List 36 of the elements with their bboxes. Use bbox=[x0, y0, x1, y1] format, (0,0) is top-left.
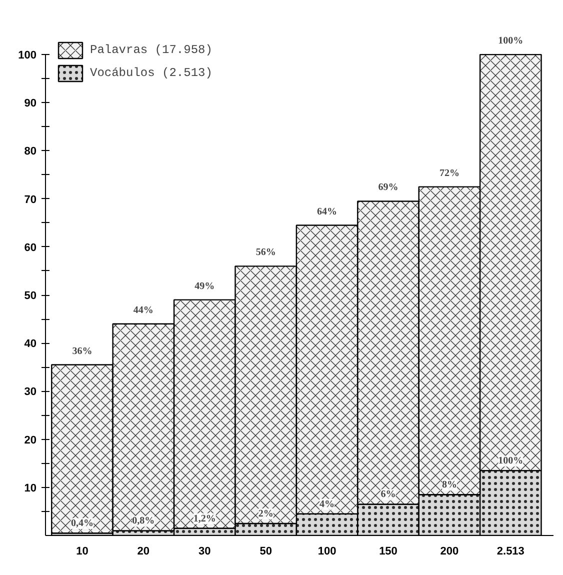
y-tick-label: 100 bbox=[18, 50, 37, 62]
annotation: 100% bbox=[498, 456, 524, 467]
total-label: 72% bbox=[439, 168, 460, 179]
total-label: 69% bbox=[378, 182, 398, 194]
total-label: 36% bbox=[72, 346, 92, 357]
x-tick-label: 30 bbox=[198, 546, 211, 558]
x-tick-label: 100 bbox=[318, 546, 336, 558]
y-tick-label: 80 bbox=[24, 146, 37, 158]
annotation: 2% bbox=[258, 508, 274, 520]
annotation: 8% bbox=[442, 480, 457, 491]
y-tick-label: 90 bbox=[24, 98, 37, 110]
total-label: 49% bbox=[194, 280, 215, 292]
annotation: 4% bbox=[320, 498, 335, 510]
annotation: 1,2% bbox=[193, 513, 216, 524]
x-tick-label: 10 bbox=[76, 546, 88, 558]
total-label: 56% bbox=[256, 247, 276, 258]
y-tick-label: 70 bbox=[24, 194, 37, 206]
y-tick-label: 60 bbox=[24, 242, 37, 254]
x-tick-label: 200 bbox=[440, 546, 459, 558]
annotation: 6% bbox=[380, 489, 396, 500]
annotation: 0,8% bbox=[132, 516, 155, 527]
y-tick-label: 50 bbox=[24, 290, 37, 302]
total-label: 64% bbox=[317, 206, 338, 218]
total-label: 44% bbox=[133, 304, 154, 316]
y-tick-label: 40 bbox=[24, 338, 37, 350]
x-tick-label: 50 bbox=[260, 546, 272, 558]
x-tick-label: 150 bbox=[379, 546, 398, 558]
legend-label: Vocábulos (2.513) bbox=[90, 66, 212, 80]
x-tick-label: 20 bbox=[137, 546, 150, 558]
total-label: 100% bbox=[498, 36, 524, 47]
x-tick-label: 2.513 bbox=[496, 546, 524, 558]
y-tick-label: 30 bbox=[24, 386, 37, 398]
legend-label: Palavras (17.958) bbox=[90, 43, 212, 57]
annotation: 0,4% bbox=[70, 518, 94, 530]
y-tick-label: 10 bbox=[24, 482, 37, 494]
y-tick-label: 20 bbox=[24, 434, 37, 446]
